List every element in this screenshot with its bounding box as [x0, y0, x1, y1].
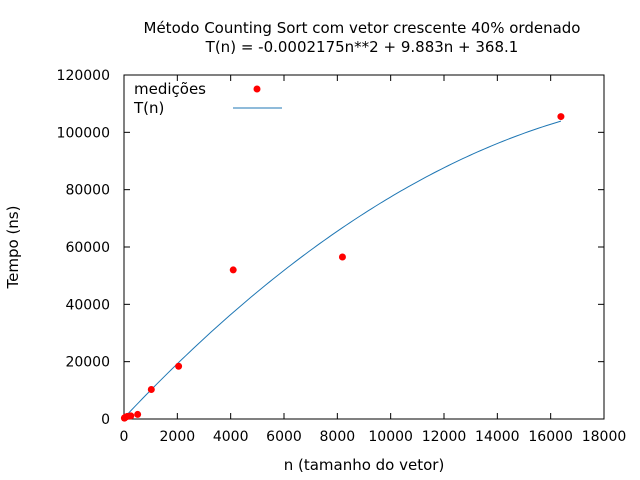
- legend-label-medicoes: medições: [134, 80, 206, 98]
- y-tick-label: 20000: [65, 355, 110, 371]
- y-tick-label: 80000: [65, 183, 110, 199]
- legend-point-medicoes: [253, 85, 261, 93]
- x-tick-label: 16000: [528, 429, 573, 445]
- data-point-medicoes: [338, 253, 346, 261]
- x-tick-label: 14000: [475, 429, 520, 445]
- data-point-medicoes: [175, 362, 183, 370]
- data-point-medicoes: [147, 385, 155, 393]
- x-tick-label: 18000: [582, 429, 627, 445]
- data-point-medicoes: [229, 266, 237, 274]
- y-axis: 0 20000 40000 60000 80000 100000 120000: [57, 68, 604, 428]
- y-tick-label: 0: [101, 412, 110, 428]
- data-point-medicoes: [127, 412, 135, 420]
- data-point-medicoes: [134, 410, 142, 418]
- y-tick-label: 120000: [57, 68, 110, 84]
- legend-label-tn: T(n): [133, 99, 164, 117]
- chart-title: Método Counting Sort com vetor crescente…: [144, 19, 581, 37]
- x-tick-label: 6000: [266, 429, 302, 445]
- legend: medições T(n): [133, 80, 282, 117]
- x-axis-label: n (tamanho do vetor): [284, 456, 445, 474]
- data-point-medicoes: [557, 113, 565, 121]
- plot-area: [123, 74, 605, 420]
- x-tick-label: 0: [120, 429, 129, 445]
- fit-curve-tn: [123, 120, 562, 419]
- x-tick-label: 4000: [213, 429, 249, 445]
- y-axis-label: Tempo (ns): [4, 206, 22, 290]
- x-tick-label: 10000: [368, 429, 413, 445]
- legend-marker-medicoes: [253, 85, 261, 93]
- chart-subtitle: T(n) = -0.0002175n**2 + 9.883n + 368.1: [205, 38, 519, 56]
- x-tick-label: 2000: [160, 429, 196, 445]
- y-tick-label: 100000: [57, 125, 110, 141]
- x-axis: 0 2000 4000 6000 8000 10000 12000 14000 16000 180…: [120, 75, 627, 445]
- x-tick-label: 8000: [320, 429, 356, 445]
- y-tick-label: 60000: [65, 240, 110, 256]
- x-tick-label: 12000: [422, 429, 467, 445]
- series-layer: [120, 113, 565, 422]
- y-tick-label: 40000: [65, 297, 110, 313]
